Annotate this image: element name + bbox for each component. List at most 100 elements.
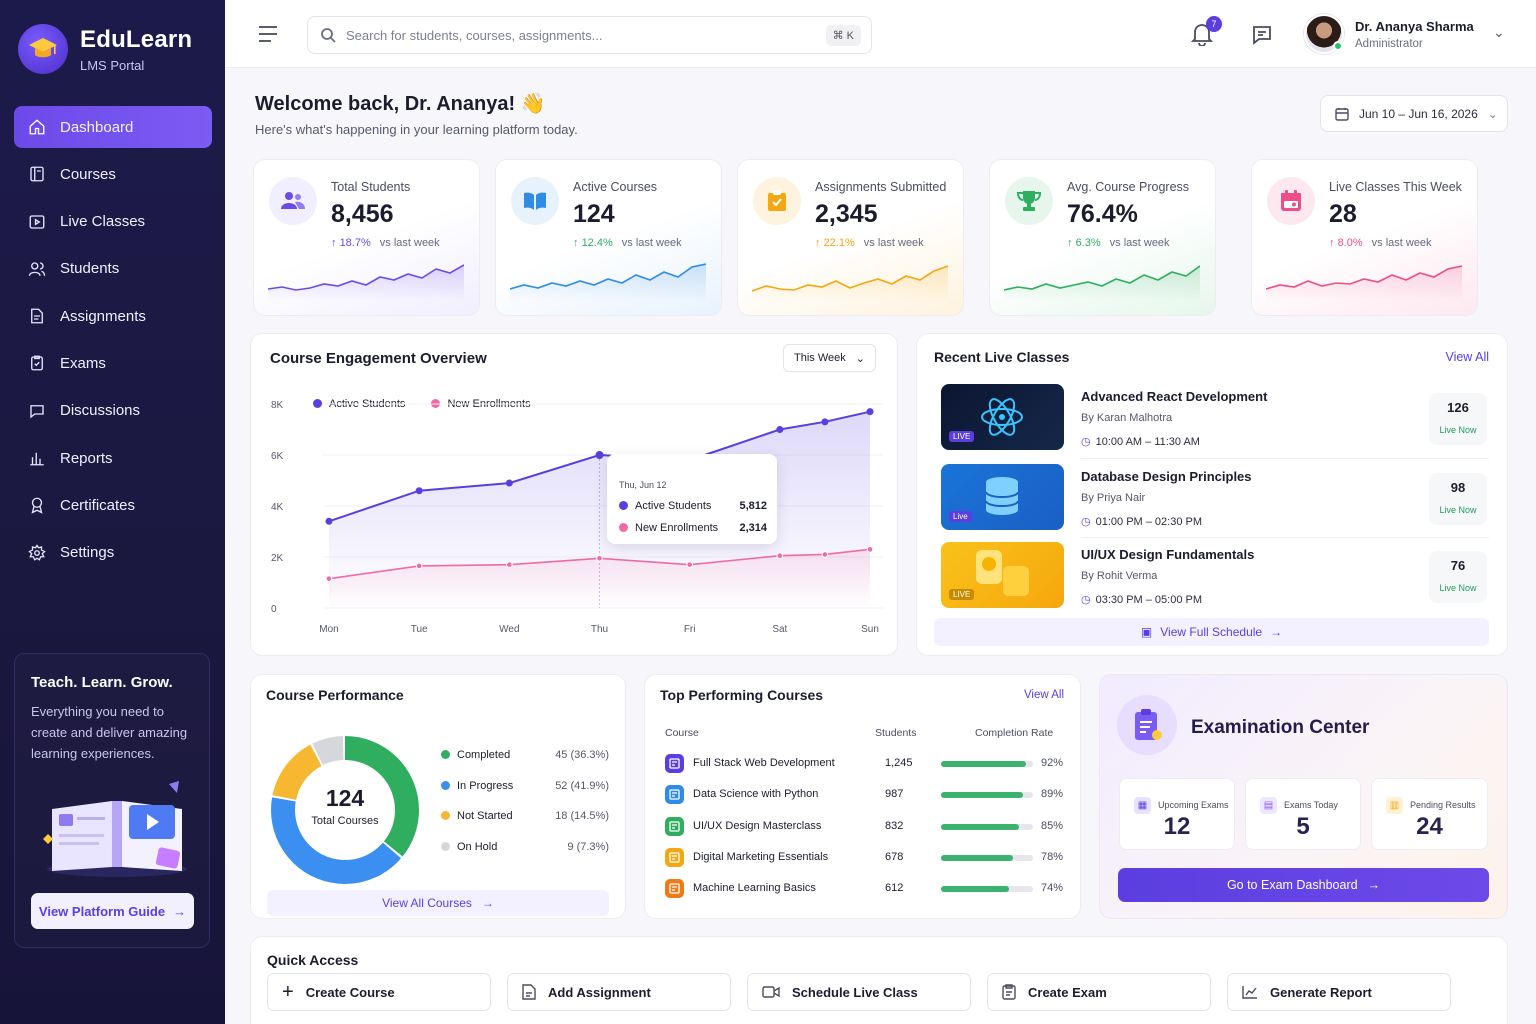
notifications-button[interactable]: 7: [1190, 16, 1222, 48]
stat-card[interactable]: Active Courses 124 ↑ 12.4% vs last week: [495, 159, 722, 316]
view-all-courses-button[interactable]: View All Courses →: [267, 890, 609, 916]
stat-change-pct: ↑ 8.0%: [1329, 237, 1363, 249]
tooltip-value: 5,812: [739, 500, 767, 512]
data-point[interactable]: [776, 426, 784, 433]
date-range-picker[interactable]: Jun 10 – Jun 16, 2026 ⌄: [1320, 95, 1508, 132]
view-platform-guide-button[interactable]: View Platform Guide →: [31, 893, 194, 929]
messages-icon[interactable]: [1251, 24, 1273, 46]
exams-today-box[interactable]: ▤ Exams Today 5: [1245, 778, 1361, 850]
top-view-all-link[interactable]: View All: [1023, 689, 1064, 701]
table-row[interactable]: Digital Marketing Essentials 678 78%: [665, 847, 1065, 868]
sidebar-item-label: Live Classes: [60, 213, 146, 231]
create-course-button[interactable]: + Create Course: [267, 973, 491, 1011]
legend-label: Completed: [457, 749, 511, 761]
data-point[interactable]: [415, 562, 423, 570]
search-input[interactable]: Search for students, courses, assignment…: [307, 16, 872, 54]
live-class-title: UI/UX Design Fundamentals: [1081, 547, 1255, 562]
engagement-line-chart: 0 2K 4K 6K 8K Mon Tue Wed Thu Fri Sat Sun: [271, 400, 883, 635]
live-class-item[interactable]: LIVE UI/UX Design Fundamentals By Rohit …: [941, 542, 1489, 609]
data-point[interactable]: [596, 554, 603, 562]
data-point[interactable]: [776, 552, 784, 560]
sidebar-item-live-classes[interactable]: Live Classes: [14, 201, 212, 243]
x-tick-label: Thu: [591, 624, 608, 635]
data-point[interactable]: [415, 487, 423, 495]
view-full-schedule-button[interactable]: ▣ View Full Schedule →: [934, 618, 1489, 646]
search-icon: [321, 28, 336, 43]
sidebar-item-settings[interactable]: Settings: [14, 532, 212, 574]
exam-center-card: Examination Center ▦ Upcoming Exams 12 ▤…: [1099, 674, 1508, 919]
donut-segment[interactable]: [271, 736, 419, 884]
data-point[interactable]: [686, 561, 693, 568]
pending-results-box[interactable]: ▥ Pending Results 24: [1371, 778, 1488, 850]
table-row[interactable]: Full Stack Web Development 1,245 92%: [665, 754, 1065, 774]
hamburger-menu-icon[interactable]: [258, 25, 278, 43]
data-point[interactable]: [866, 546, 874, 553]
attendee-badge: 76 Live Now: [1429, 551, 1487, 603]
stat-card[interactable]: Avg. Course Progress 76.4% ↑ 6.3% vs last w…: [989, 159, 1216, 316]
schedule-live-class-button[interactable]: Schedule Live Class: [747, 973, 971, 1011]
data-point[interactable]: [325, 517, 333, 525]
table-row[interactable]: Machine Learning Basics 612 74%: [665, 879, 1065, 899]
sidebar-item-reports[interactable]: Reports: [14, 437, 212, 479]
table-row[interactable]: Data Science with Python 987 89%: [665, 785, 1065, 805]
data-point[interactable]: [821, 551, 829, 558]
data-point[interactable]: [325, 575, 333, 582]
data-point[interactable]: [506, 561, 513, 568]
live-class-item[interactable]: LIVE Advanced React Development By Karan…: [941, 384, 1489, 451]
database-icon: [985, 477, 1019, 515]
data-point[interactable]: [505, 479, 513, 487]
live-class-title: Database Design Principles: [1081, 469, 1252, 484]
exam-center-title: Examination Center: [1191, 717, 1370, 738]
stat-label: Total Students: [331, 180, 411, 194]
donut-segment[interactable]: [271, 736, 419, 884]
course-donut-chart: [271, 736, 419, 884]
completion-bar: [941, 854, 1033, 861]
stat-card[interactable]: Live Classes This Week 28 ↑ 8.0% vs last we…: [1251, 159, 1478, 316]
chevron-down-icon[interactable]: ⌄: [1493, 24, 1505, 40]
course-performance-card: Course Performance 124 Total Courses Com…: [250, 674, 626, 919]
quick-access-card: Quick Access + Create Course Add Assignme…: [250, 936, 1508, 1024]
sidebar-item-exams[interactable]: Exams: [14, 342, 212, 384]
attendee-count: 98: [1450, 480, 1466, 495]
stat-card[interactable]: Total Students 8,456 ↑ 18.7% vs last week: [253, 159, 480, 316]
notification-count-badge: 7: [1206, 16, 1222, 32]
sidebar-item-dashboard[interactable]: Dashboard: [14, 106, 212, 148]
sidebar-item-students[interactable]: Students: [14, 248, 212, 290]
engagement-filter-dropdown[interactable]: This Week ⌄: [783, 344, 876, 372]
data-point[interactable]: [866, 408, 874, 416]
go-to-exam-dashboard-button[interactable]: Go to Exam Dashboard →: [1118, 868, 1489, 902]
top-courses-title: Top Performing Courses: [660, 687, 824, 703]
generate-report-button[interactable]: Generate Report: [1227, 973, 1451, 1011]
date-range-label: Jun 10 – Jun 16, 2026: [1359, 106, 1478, 121]
stat-card[interactable]: Assignments Submitted 2,345 ↑ 22.1% vs last…: [737, 159, 964, 316]
promo-text: Everything you need to create and delive…: [31, 704, 188, 761]
promo-card: Teach. Learn. Grow. Everything you need …: [14, 653, 210, 948]
stat-icon: [511, 177, 559, 225]
avatar[interactable]: [1304, 14, 1344, 54]
live-class-time: ◷ 01:00 PM – 02:30 PM: [1081, 515, 1202, 529]
sidebar-item-discussions[interactable]: Discussions: [14, 390, 212, 432]
stat-change-value: 18.7%: [339, 237, 371, 249]
stat-change-note: vs last week: [863, 237, 924, 249]
quick-access-title: Quick Access: [267, 952, 359, 968]
divider: [1081, 537, 1489, 538]
create-exam-button[interactable]: Create Exam: [987, 973, 1211, 1011]
sidebar-item-label: Settings: [60, 544, 115, 562]
add-assignment-button[interactable]: Add Assignment: [507, 973, 731, 1011]
live-class-item[interactable]: Live Database Design Principles By Priya…: [941, 464, 1489, 531]
data-point[interactable]: [595, 451, 604, 459]
sidebar-item-courses[interactable]: Courses: [14, 153, 212, 195]
data-point[interactable]: [821, 418, 829, 426]
upcoming-exams-box[interactable]: ▦ Upcoming Exams 12: [1119, 778, 1235, 850]
table-row[interactable]: UI/UX Design Masterclass 832 85%: [665, 816, 1065, 837]
sidebar-item-assignments[interactable]: Assignments: [14, 295, 212, 337]
course-name: Digital Marketing Essentials: [693, 850, 829, 863]
stat-change-pct: ↑ 6.3%: [1067, 237, 1101, 249]
live-view-all-link[interactable]: View All: [1445, 350, 1489, 364]
legend-item: Completed 45 (36.3%): [441, 749, 609, 761]
brand[interactable]: EduLearn LMS Portal: [18, 24, 192, 74]
course-students: 678: [885, 850, 904, 863]
sidebar-item-certificates[interactable]: Certificates: [14, 484, 212, 526]
stat-value: 124: [573, 200, 615, 228]
sidebar-item-label: Exams: [60, 354, 106, 372]
